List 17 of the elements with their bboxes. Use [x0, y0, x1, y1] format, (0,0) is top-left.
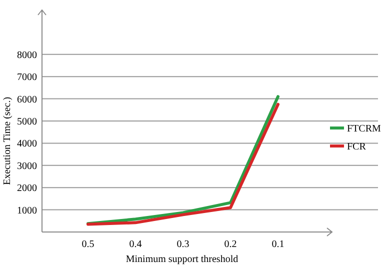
x-tick-label: 0.2: [224, 239, 237, 250]
y-tick-label: 7000: [17, 72, 37, 84]
y-tick-label: 6000: [17, 94, 37, 106]
x-tick-label: 0.5: [82, 239, 94, 250]
x-tick-label: 0.3: [176, 239, 190, 250]
y-axis-title: Execution Time (sec.): [2, 96, 13, 186]
x-axis-title: Minimum support threshold: [126, 254, 238, 265]
y-tick-label: 3000: [17, 160, 37, 172]
y-tick-label: 2000: [17, 183, 37, 194]
y-tick-label: 4000: [17, 138, 37, 150]
y-tick-label: 5000: [17, 116, 37, 128]
legend-label: FTCRM: [347, 124, 382, 134]
y-tick-label: 8000: [17, 50, 37, 61]
legend-label: FCR: [347, 142, 366, 152]
x-tick-label: 0.1: [272, 239, 284, 250]
x-tick-label: 0.4: [129, 239, 142, 250]
y-tick-label: 1000: [17, 205, 37, 216]
